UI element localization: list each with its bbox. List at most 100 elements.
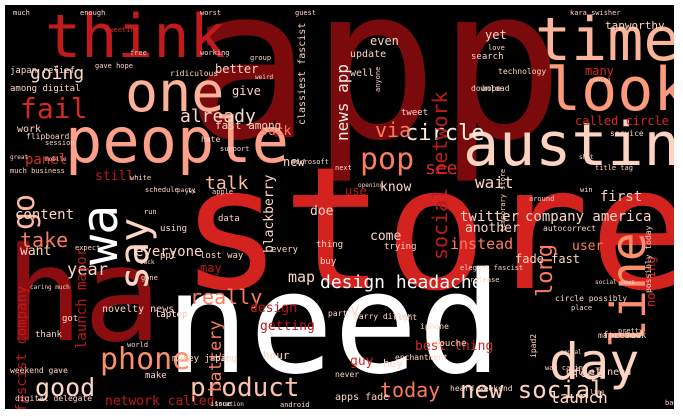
- word-cloud: app store ha need austin people think time look o…: [5, 5, 674, 409]
- word-laptop: laptop: [155, 310, 188, 320]
- word-novelty-news: novelty news: [102, 304, 175, 315]
- word-download: download: [471, 84, 510, 93]
- word-going: going: [30, 63, 85, 84]
- word-free: free: [130, 49, 147, 57]
- word-using: using: [160, 224, 188, 234]
- word-news-app: news app: [333, 63, 352, 141]
- word-store: store: [180, 131, 674, 329]
- word-use: use: [345, 184, 367, 198]
- word-gone: gone: [141, 274, 158, 282]
- word-title-tag: title tag: [595, 164, 633, 172]
- word-got: got: [62, 314, 79, 324]
- word-look: look: [545, 55, 674, 125]
- word-doe: doe: [310, 204, 334, 219]
- word-location: location: [215, 401, 244, 408]
- word-many: many: [585, 64, 614, 78]
- word-thing: thing: [316, 240, 344, 250]
- word-run: run: [144, 208, 157, 216]
- word-user: user: [572, 239, 604, 254]
- word-apps-fade: apps fade: [335, 392, 390, 403]
- word-getting: getting: [260, 319, 315, 334]
- word-give: give: [232, 84, 261, 98]
- word-network-called: network called: [105, 394, 215, 409]
- word-relief-need: relief need: [565, 367, 632, 378]
- word-hate: hate: [201, 135, 221, 144]
- word-circle-possibly: circle possibly: [555, 294, 628, 303]
- word-caring-much: caring much: [30, 284, 70, 291]
- word-know: know: [380, 180, 412, 195]
- word-bad: bad: [665, 399, 674, 407]
- word-yes: yes: [185, 188, 196, 195]
- word-launch: launch: [550, 388, 608, 407]
- word-microsoft: microsoft: [291, 158, 329, 166]
- word-feel: feel: [573, 366, 602, 380]
- word-everyone: everyone: [135, 244, 203, 260]
- word-shit: shit: [579, 154, 594, 161]
- word-release: release: [470, 276, 500, 284]
- word-hey: hey: [383, 357, 403, 370]
- word-product: product: [190, 373, 300, 403]
- word-much-business: much business: [10, 167, 65, 175]
- word-pretty: pretty: [618, 327, 644, 335]
- word-every: every: [271, 245, 299, 255]
- word-part: part: [328, 309, 348, 318]
- word-design: design: [250, 301, 297, 316]
- word-day: day: [549, 333, 640, 391]
- word-blackberry: blackberry: [262, 174, 277, 253]
- word-facebook: facebook: [603, 331, 647, 341]
- word-ridiculous: ridiculous: [170, 69, 219, 78]
- word-trying: trying: [384, 242, 417, 252]
- word-kara-swisher: kara swisher: [570, 9, 621, 17]
- word-bing: bing: [215, 354, 237, 364]
- word-temporary-store: temporary store: [499, 168, 507, 232]
- word-first: first: [600, 189, 643, 205]
- word-make: make: [145, 371, 167, 381]
- word-line: line: [590, 389, 605, 396]
- word-tweeting: tweeting: [105, 26, 139, 34]
- word-austin: austin: [463, 110, 674, 180]
- word-search: search: [471, 52, 504, 62]
- word-expect: expect: [75, 244, 101, 252]
- word-hope: hope: [482, 84, 502, 93]
- word-guest: guest: [295, 9, 317, 17]
- word-gave-hope: gave hope: [95, 62, 133, 70]
- word-still: still: [95, 169, 135, 184]
- word-weekend-gave: weekend gave: [10, 366, 68, 375]
- word-among-digital: among digital: [10, 84, 81, 94]
- word-thank: thank: [35, 330, 63, 340]
- word-autocorrect: autocorrect: [543, 224, 596, 233]
- word-social-news: social news: [595, 279, 635, 286]
- word-fast-among: fast among: [215, 119, 282, 132]
- word-better: better: [215, 62, 259, 76]
- word-lost-way: lost way: [200, 251, 244, 261]
- word-ha: ha: [5, 219, 162, 371]
- word-love: love: [488, 44, 505, 52]
- word-worst: worst: [200, 9, 222, 17]
- word-barry-diller: barry diller: [354, 312, 412, 321]
- word-way-caring: way caring: [545, 364, 588, 372]
- word-possibly-today: possibly today: [644, 225, 653, 293]
- word-suck: suck: [260, 124, 292, 139]
- word-fail: fail: [20, 92, 88, 125]
- word-digital-delegate: digital delegate: [15, 394, 93, 403]
- word-another: another: [465, 221, 520, 236]
- word-laptop: laptop: [155, 310, 188, 320]
- word-working: working: [200, 49, 230, 57]
- word-apple: apple: [212, 188, 234, 196]
- word-want: want: [20, 244, 52, 259]
- word-never: never: [335, 370, 360, 379]
- word-new: new: [283, 155, 305, 169]
- word-enchantment: enchantment: [395, 353, 448, 362]
- word-weird: weird: [255, 74, 274, 81]
- word-world: world: [127, 341, 149, 349]
- word-place: place: [571, 304, 593, 312]
- word-tweet: tweet: [401, 108, 429, 118]
- word-need: need: [165, 243, 503, 406]
- word-anyone: anyone: [374, 66, 382, 92]
- word-flipboard: flipboard: [26, 132, 70, 141]
- word-talk: talk: [205, 173, 249, 194]
- word-update: update: [350, 49, 387, 60]
- word-people: people: [65, 104, 289, 177]
- word-mobile: mobile: [45, 156, 67, 163]
- word-content: content: [15, 207, 75, 223]
